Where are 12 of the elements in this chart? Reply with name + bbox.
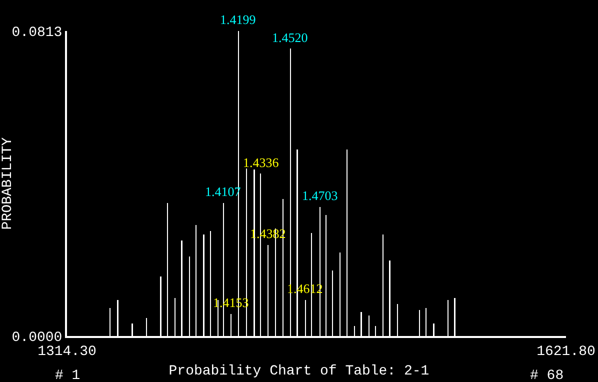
annotation: 1.4336 xyxy=(243,155,280,170)
annotation: 1.4703 xyxy=(302,188,338,203)
annotation: 1.4199 xyxy=(220,12,256,27)
text: # 1 xyxy=(55,368,80,382)
text: # 68 xyxy=(530,368,564,382)
x-tick-label: 1621.80 xyxy=(536,344,596,360)
y-axis-title: PROBABILITY xyxy=(0,136,16,230)
x-tick-label: 1314.30 xyxy=(38,344,96,360)
text: Probability Chart of Table: 2-1 xyxy=(168,363,430,380)
y-tick-label: 0.0000 xyxy=(12,330,62,346)
annotation: 1.4520 xyxy=(272,30,308,45)
y-tick-label: 0.0813 xyxy=(12,24,62,41)
